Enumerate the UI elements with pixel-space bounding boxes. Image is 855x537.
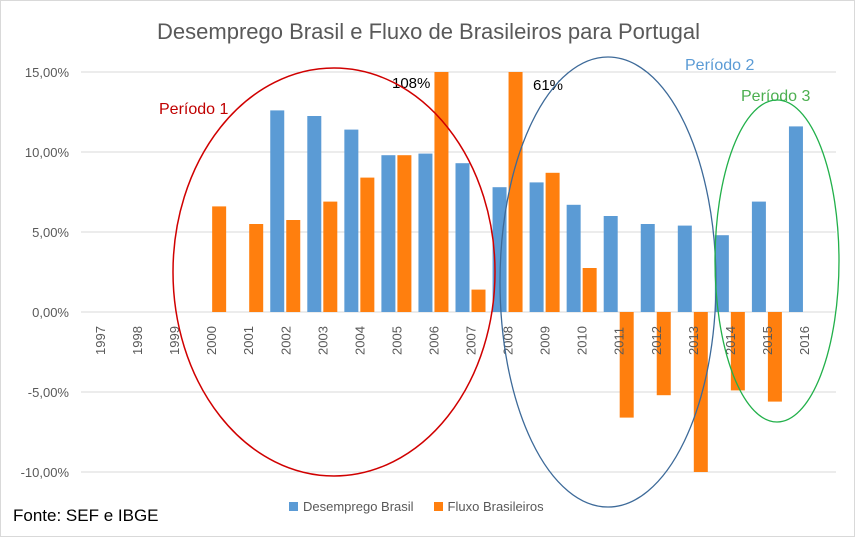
- x-tick-label: 2005: [389, 326, 404, 355]
- x-tick-label: 2010: [575, 326, 590, 355]
- legend-item-fluxo: Fluxo Brasileiros: [433, 499, 544, 514]
- periodo-3-label: Período 3: [741, 88, 810, 105]
- bar-fluxo-2015: [767, 312, 782, 402]
- bar-fluxo-2013: [693, 312, 708, 472]
- bar-desemprego-2007: [455, 163, 470, 312]
- periodo-2-label: Período 2: [685, 57, 754, 74]
- bar-fluxo-2002: [286, 220, 301, 312]
- x-tick-label: 1997: [93, 326, 108, 355]
- bar-fluxo-2014: [730, 312, 745, 391]
- bar-desemprego-2009: [529, 182, 544, 312]
- bar-desemprego-2010: [566, 204, 581, 312]
- x-tick-label: 2002: [278, 326, 293, 355]
- legend-swatch: [289, 502, 298, 511]
- y-tick-label: 5,00%: [32, 225, 69, 240]
- bar-fluxo-2000: [212, 206, 227, 312]
- bar-desemprego-2013: [677, 225, 692, 312]
- bar-fluxo-2011: [619, 312, 634, 418]
- y-tick-label: 0,00%: [32, 305, 69, 320]
- bar-desemprego-2014: [714, 235, 729, 312]
- bar-desemprego-2012: [640, 224, 655, 312]
- x-tick-label: 2007: [464, 326, 479, 355]
- x-tick-label: 2014: [723, 326, 738, 355]
- legend: Desemprego Brasil Fluxo Brasileiros: [289, 499, 544, 514]
- bar-desemprego-2002: [270, 110, 285, 313]
- periodo-1-ellipse: [172, 67, 496, 477]
- x-tick-label: 2006: [426, 326, 441, 355]
- x-tick-label: 2003: [315, 326, 330, 355]
- x-tick-label: 2016: [797, 326, 812, 355]
- bar-desemprego-2003: [307, 116, 322, 312]
- x-tick-label: 2011: [612, 327, 627, 355]
- chart-title: Desemprego Brasil e Fluxo de Brasileiros…: [157, 19, 700, 44]
- y-tick-label: 10,00%: [25, 145, 70, 160]
- bar-fluxo-2010: [582, 268, 597, 312]
- bar-desemprego-2015: [751, 201, 766, 312]
- x-tick-label: 2009: [538, 326, 553, 355]
- x-tick-label: 2004: [352, 326, 367, 355]
- bar-fluxo-2005: [397, 155, 412, 312]
- bar-desemprego-2008: [492, 187, 507, 312]
- legend-item-desemprego: Desemprego Brasil: [289, 499, 414, 514]
- x-tick-label: 2001: [241, 326, 256, 355]
- x-tick-label: 2012: [649, 326, 664, 355]
- bar-desemprego-2006: [418, 153, 433, 312]
- y-tick-label: -10,00%: [21, 465, 70, 480]
- periodo-3-ellipse: [714, 99, 840, 423]
- x-tick-label: 2013: [686, 326, 701, 355]
- bar-fluxo-2012: [656, 312, 671, 396]
- bar-desemprego-2004: [344, 129, 359, 312]
- bar-fluxo-2004: [360, 177, 375, 312]
- y-tick-label: 15,00%: [25, 65, 70, 80]
- legend-swatch: [433, 502, 443, 511]
- x-tick-label: 2000: [204, 326, 219, 355]
- bar-fluxo-2007: [471, 289, 486, 312]
- x-tick-label: 1998: [130, 326, 145, 355]
- source-note: Fonte: SEF e IBGE: [13, 506, 159, 525]
- x-tick-label: 2015: [760, 326, 775, 355]
- legend-label: Desemprego Brasil: [303, 499, 414, 514]
- annotation-2008: 61%: [533, 77, 563, 94]
- annotation-2006: 108%: [392, 75, 430, 92]
- legend-label: Fluxo Brasileiros: [447, 499, 544, 514]
- bar-fluxo-2006: [434, 72, 449, 312]
- bar-fluxo-2003: [323, 201, 338, 312]
- x-tick-label: 1999: [167, 326, 182, 355]
- bar-desemprego-2011: [603, 216, 618, 312]
- periodo-1-label: Período 1: [159, 101, 228, 118]
- bar-desemprego-2016: [788, 126, 803, 313]
- bar-fluxo-2001: [249, 224, 264, 312]
- bar-fluxo-2008: [508, 72, 523, 312]
- bar-fluxo-2009: [545, 172, 560, 312]
- bar-desemprego-2005: [381, 155, 396, 312]
- y-tick-label: -5,00%: [28, 385, 70, 400]
